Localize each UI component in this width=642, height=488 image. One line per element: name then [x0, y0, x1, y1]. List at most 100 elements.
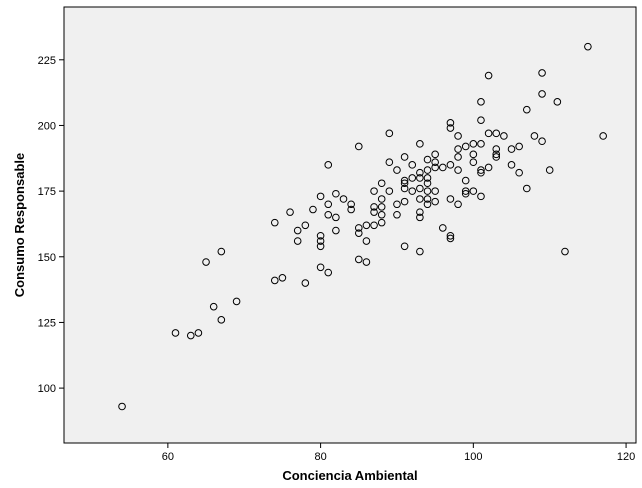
data-point [286, 208, 294, 216]
data-point [461, 189, 470, 198]
data-point [270, 218, 279, 227]
data-point [454, 166, 462, 174]
data-point [477, 98, 485, 106]
data-point [477, 116, 485, 125]
data-point [385, 187, 394, 195]
data-point [469, 158, 478, 167]
y-tick-label: 225 [38, 55, 56, 67]
data-point [301, 279, 310, 287]
data-point [309, 205, 317, 214]
data-point [324, 268, 333, 277]
data-point [293, 237, 302, 245]
data-point [278, 273, 287, 282]
data-point [416, 247, 424, 256]
data-point [431, 197, 439, 206]
x-tick-label: 100 [464, 451, 482, 463]
y-tick-label: 125 [38, 317, 56, 329]
data-point [362, 221, 371, 230]
data-point [454, 145, 462, 153]
data-point [118, 402, 126, 411]
data-point [584, 42, 592, 51]
data-point [446, 231, 455, 240]
data-point [377, 203, 386, 211]
data-point [461, 176, 470, 185]
data-point [316, 231, 325, 240]
data-point [316, 263, 325, 272]
x-axis-title: Conciencia Ambiental [282, 468, 417, 483]
data-point [362, 237, 371, 245]
data-point [377, 195, 386, 203]
data-point [332, 213, 340, 222]
data-point [400, 184, 409, 193]
data-point [484, 71, 493, 80]
data-point [553, 98, 562, 106]
y-tick-label: 175 [38, 186, 56, 198]
data-point [354, 142, 363, 151]
data-point [209, 302, 218, 311]
y-axis-title: Consumo Responsable [12, 153, 27, 297]
data-point [393, 200, 401, 209]
data-point [469, 140, 478, 148]
data-point [492, 145, 501, 153]
data-point [477, 192, 485, 201]
data-point [332, 226, 340, 235]
data-point [469, 187, 478, 195]
data-point [171, 329, 180, 337]
data-point [316, 237, 325, 245]
data-point [446, 124, 455, 132]
data-point [408, 187, 417, 195]
data-point [324, 210, 333, 219]
data-point [423, 155, 432, 164]
data-point [530, 132, 539, 140]
data-point [332, 189, 340, 198]
data-point [492, 153, 501, 161]
data-point [416, 213, 424, 222]
data-point [293, 226, 302, 235]
data-point [515, 168, 523, 177]
data-point [354, 229, 363, 237]
data-point [454, 200, 462, 209]
data-point [507, 145, 516, 153]
data-points [118, 42, 607, 411]
data-point [431, 150, 439, 159]
data-point [454, 132, 462, 140]
data-point [538, 137, 546, 146]
data-point [438, 163, 447, 172]
data-point [416, 184, 424, 193]
data-point [438, 224, 447, 232]
data-point [339, 195, 348, 203]
data-point [477, 140, 485, 148]
data-point [454, 153, 462, 161]
data-point [232, 297, 241, 306]
data-point [377, 210, 386, 219]
data-point [377, 179, 386, 188]
data-point [446, 234, 455, 243]
data-point [362, 258, 371, 266]
data-point [217, 247, 226, 256]
data-point [370, 187, 378, 195]
data-point [270, 276, 279, 285]
data-point [400, 197, 409, 206]
data-point [408, 174, 417, 182]
data-point [522, 184, 531, 193]
data-point [347, 205, 355, 214]
y-tick-label: 150 [38, 252, 56, 264]
data-point [446, 195, 455, 203]
data-point [194, 329, 203, 337]
y-axis: 100 125 150 175 200 225 [38, 55, 64, 395]
data-point [416, 140, 424, 148]
data-point [423, 195, 432, 203]
data-point [461, 187, 470, 195]
data-point [469, 150, 478, 159]
data-point [461, 142, 470, 151]
data-point [393, 166, 401, 174]
data-point [385, 129, 394, 138]
data-point [324, 161, 333, 169]
data-point [423, 200, 432, 209]
data-point [545, 166, 554, 174]
data-point [538, 69, 546, 77]
data-point [416, 174, 424, 182]
data-point [538, 90, 546, 98]
data-point [324, 200, 333, 209]
